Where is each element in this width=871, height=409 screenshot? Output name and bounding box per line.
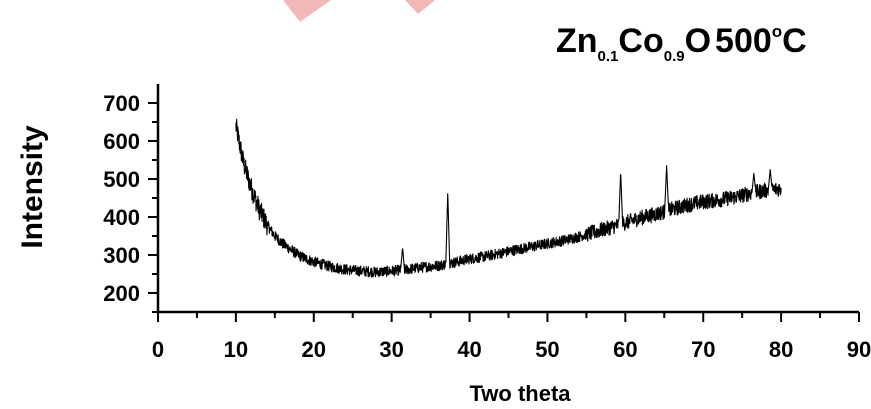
title-subscript-co: 0.9 bbox=[664, 48, 685, 65]
y-axis-label: Intensity bbox=[16, 125, 49, 249]
x-tick-label-80: 80 bbox=[769, 337, 793, 362]
title-element-o: O bbox=[685, 22, 711, 60]
y-tick-label-600: 600 bbox=[103, 129, 140, 154]
x-axis-ticks bbox=[157, 312, 860, 322]
x-axis-tick-labels: 0 10 20 30 40 50 60 70 80 90 bbox=[152, 337, 871, 362]
y-tick-label-700: 700 bbox=[103, 91, 140, 116]
y-tick-label-400: 400 bbox=[103, 205, 140, 230]
watermark-shape-right bbox=[405, 0, 435, 14]
xrd-series-line bbox=[235, 118, 782, 278]
watermark-shape-left bbox=[283, 0, 331, 22]
x-tick-label-0: 0 bbox=[152, 337, 164, 362]
x-tick-label-50: 50 bbox=[535, 337, 559, 362]
x-tick-label-30: 30 bbox=[379, 337, 403, 362]
x-tick-label-20: 20 bbox=[302, 337, 326, 362]
x-tick-label-40: 40 bbox=[457, 337, 481, 362]
y-axis-ticks bbox=[148, 102, 158, 313]
y-tick-label-500: 500 bbox=[103, 167, 140, 192]
x-tick-label-10: 10 bbox=[224, 337, 248, 362]
title-subscript-zn: 0.1 bbox=[598, 48, 619, 65]
x-tick-label-70: 70 bbox=[691, 337, 715, 362]
x-axis-label: Two theta bbox=[469, 381, 571, 406]
title-degree: o bbox=[772, 22, 782, 41]
y-tick-label-200: 200 bbox=[103, 281, 140, 306]
chart-title: Zn0.1Co0.9O 500oC bbox=[556, 22, 807, 65]
title-temperature: 500 bbox=[715, 22, 772, 60]
y-tick-label-300: 300 bbox=[103, 243, 140, 268]
x-tick-label-60: 60 bbox=[613, 337, 637, 362]
title-unit: C bbox=[782, 22, 807, 60]
title-element-co: Co bbox=[618, 22, 663, 60]
x-tick-label-90: 90 bbox=[847, 337, 871, 362]
title-element-zn: Zn bbox=[556, 22, 598, 60]
y-axis-tick-labels: 200 300 400 500 600 700 bbox=[103, 91, 140, 306]
